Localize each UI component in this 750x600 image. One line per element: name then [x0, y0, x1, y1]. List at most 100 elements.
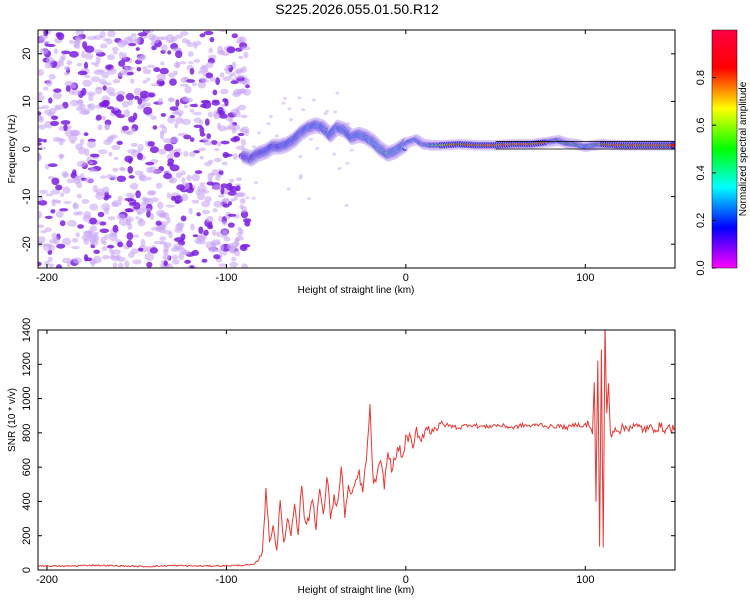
- noise-blob: [112, 167, 119, 172]
- noise-blob: [236, 177, 243, 182]
- noise-blob: [173, 62, 181, 68]
- noise-blob: [99, 228, 110, 234]
- noise-blob: [189, 68, 195, 75]
- noise-blob: [171, 254, 178, 260]
- noise-blob: [135, 190, 141, 199]
- noise-blob: [111, 144, 121, 151]
- noise-blob: [227, 222, 235, 228]
- noise-blob: [62, 186, 71, 194]
- noise-blob: [188, 61, 194, 65]
- snr-series-line: [38, 330, 675, 568]
- noise-blob: [192, 234, 199, 238]
- noise-blob: [208, 47, 213, 54]
- noise-blob: [238, 80, 248, 85]
- noise-blob: [102, 82, 112, 86]
- noise-blob: [99, 31, 106, 39]
- noise-blob: [212, 184, 221, 191]
- noise-blob: [135, 216, 140, 220]
- noise-blob: [43, 40, 51, 45]
- noise-blob: [139, 90, 150, 99]
- noise-blob: [199, 132, 206, 137]
- noise-blob: [184, 259, 192, 264]
- noise-blob: [96, 69, 106, 73]
- noise-blob: [174, 200, 181, 204]
- noise-blob: [196, 212, 201, 217]
- noise-blob: [50, 189, 61, 195]
- noise-blob: [196, 193, 206, 201]
- noise-blob: [187, 51, 194, 57]
- spectrogram-y-label: Frequency (Hz): [7, 115, 18, 184]
- noise-blob: [151, 45, 157, 51]
- noise-blob: [214, 147, 220, 152]
- noise-blob: [116, 91, 126, 96]
- noise-blob: [203, 229, 209, 236]
- noise-blob: [102, 186, 110, 193]
- noise-blob: [118, 262, 124, 268]
- noise-blob: [38, 124, 46, 130]
- noise-blob: [153, 67, 161, 73]
- noise-blob: [101, 246, 108, 252]
- noise-blob: [99, 221, 107, 226]
- noise-blob: [128, 43, 137, 47]
- noise-blob: [107, 216, 116, 221]
- noise-blob: [66, 60, 73, 66]
- noise-blob: [45, 79, 53, 87]
- noise-blob: [44, 215, 53, 219]
- noise-blob: [42, 138, 47, 143]
- noise-blob: [190, 223, 195, 231]
- noise-blob: [89, 203, 99, 211]
- noise-blob: [209, 37, 215, 43]
- y-tick-label: 10: [21, 95, 33, 107]
- noise-blob: [226, 46, 236, 54]
- noise-blob: [136, 55, 145, 61]
- noise-blob: [150, 226, 160, 231]
- noise-blob: [235, 185, 241, 192]
- noise-blob: [194, 170, 203, 175]
- noise-blob: [72, 202, 78, 209]
- noise-blob: [40, 230, 48, 234]
- noise-blob: [220, 183, 229, 189]
- noise-blob: [158, 148, 167, 155]
- snr-frame: [37, 329, 676, 571]
- noise-blob: [38, 138, 44, 143]
- noise-blob: [189, 103, 199, 108]
- noise-blob: [69, 51, 79, 58]
- snr-y-label: SNR (10 * v/v): [7, 388, 18, 452]
- noise-blob: [97, 124, 103, 131]
- noise-blob: [211, 140, 218, 145]
- colorbar-gradient: [712, 30, 737, 268]
- noise-blob: [203, 140, 213, 146]
- noise-blob: [274, 134, 279, 138]
- noise-blob: [79, 110, 90, 115]
- noise-blob: [186, 42, 195, 47]
- y-tick-label: 20: [21, 48, 33, 60]
- noise-blob: [223, 236, 231, 242]
- noise-blob: [213, 157, 222, 163]
- noise-blob: [81, 234, 90, 242]
- noise-blob: [144, 231, 154, 237]
- noise-blob: [222, 203, 230, 208]
- noise-blob: [52, 92, 63, 100]
- noise-blob: [87, 140, 96, 149]
- noise-blob: [222, 197, 230, 204]
- snr-x-ticks: -200 -100 0 100: [36, 330, 594, 586]
- noise-blob: [38, 224, 45, 228]
- noise-blob: [183, 134, 192, 140]
- noise-blob: [91, 241, 99, 246]
- noise-blob: [38, 142, 42, 146]
- noise-blob: [38, 111, 42, 116]
- x-tick-label: 0: [403, 272, 409, 284]
- noise-blob: [239, 198, 246, 204]
- noise-blob: [102, 255, 110, 260]
- noise-blob: [84, 75, 91, 78]
- noise-blob: [114, 106, 119, 111]
- noise-blob: [254, 181, 259, 185]
- noise-blob: [205, 72, 214, 79]
- noise-blob: [235, 68, 243, 75]
- noise-blob: [159, 81, 165, 86]
- noise-blob: [307, 197, 311, 201]
- noise-blob: [237, 226, 242, 232]
- noise-blob: [232, 135, 240, 141]
- noise-blob: [84, 148, 90, 157]
